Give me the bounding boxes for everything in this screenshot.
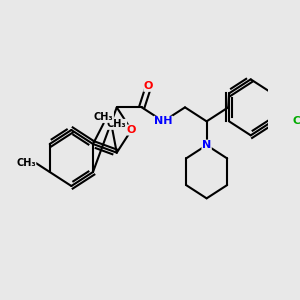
Text: CH₃: CH₃ bbox=[16, 158, 36, 168]
Text: N: N bbox=[202, 140, 211, 150]
Text: NH: NH bbox=[154, 116, 172, 126]
Text: CH₃: CH₃ bbox=[107, 119, 127, 129]
Text: O: O bbox=[127, 125, 136, 135]
Text: Cl: Cl bbox=[292, 116, 300, 126]
Text: O: O bbox=[144, 81, 153, 91]
Text: CH₃: CH₃ bbox=[94, 112, 113, 122]
